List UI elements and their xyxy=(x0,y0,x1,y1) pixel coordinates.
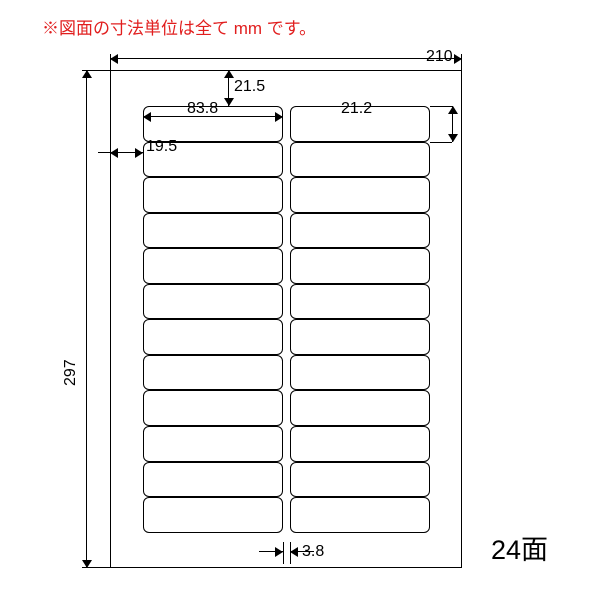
dim-line xyxy=(461,54,462,70)
label-cell xyxy=(143,355,283,391)
dim-arrow xyxy=(448,106,458,114)
label-cell xyxy=(143,213,283,249)
label-cell xyxy=(290,142,430,178)
label-cell xyxy=(143,497,283,533)
dim-text-margin_left: 19.5 xyxy=(146,138,177,156)
label-cell xyxy=(290,177,430,213)
label-cell xyxy=(290,248,430,284)
label-cell xyxy=(143,426,283,462)
label-cell xyxy=(290,497,430,533)
dim-arrow xyxy=(448,134,458,142)
label-cell xyxy=(290,284,430,320)
label-cell xyxy=(143,248,283,284)
dim-line xyxy=(430,142,452,143)
dim-line xyxy=(98,152,110,153)
dim-text-gap_x: 3.8 xyxy=(302,543,324,561)
dim-text-cell_width: 83.8 xyxy=(187,100,218,118)
dim-line xyxy=(110,58,462,59)
label-cell xyxy=(290,390,430,426)
dim-arrow xyxy=(224,98,234,106)
dim-arrow xyxy=(275,547,283,557)
dim-arrow xyxy=(224,70,234,78)
label-cell xyxy=(143,319,283,355)
label-cell xyxy=(143,177,283,213)
label-cell xyxy=(143,390,283,426)
dim-arrow xyxy=(275,112,283,122)
dim-arrow xyxy=(110,148,118,158)
dim-arrow xyxy=(82,70,92,78)
dim-text-margin_top: 21.5 xyxy=(234,78,265,96)
label-cell xyxy=(290,213,430,249)
label-cell xyxy=(290,319,430,355)
dim-arrow xyxy=(290,547,298,557)
dim-arrow xyxy=(143,112,151,122)
label-cell xyxy=(143,284,283,320)
dim-text-cell_height: 21.2 xyxy=(341,100,372,118)
dim-line xyxy=(110,54,111,70)
dim-line xyxy=(82,567,110,568)
label-cell xyxy=(143,462,283,498)
unit-note: ※図面の寸法単位は全て mm です。 xyxy=(42,14,316,39)
dim-text-page_height: 297 xyxy=(62,359,80,386)
dim-line xyxy=(283,542,284,564)
label-count: 24面 xyxy=(491,528,548,567)
label-cell xyxy=(290,355,430,391)
dim-arrow xyxy=(110,54,118,64)
dim-text-page_width: 210 xyxy=(426,48,453,66)
label-cell xyxy=(290,462,430,498)
dim-line xyxy=(82,70,110,71)
label-cell xyxy=(290,426,430,462)
dim-line xyxy=(86,70,87,568)
dim-line xyxy=(259,551,283,552)
dim-arrow xyxy=(135,148,143,158)
